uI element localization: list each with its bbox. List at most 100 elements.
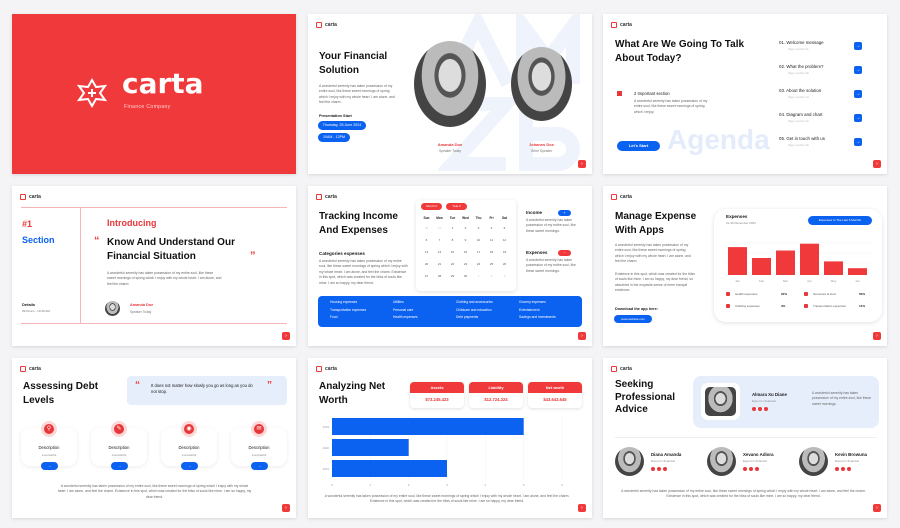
social-icon[interactable] [651,467,655,471]
slide-manage-expense[interactable]: carta Manage Expense With Apps A wonderf… [603,186,887,346]
calendar-day[interactable]: 15 [450,250,455,254]
calendar-day[interactable]: 18 [489,250,494,254]
slide-cover[interactable]: carta Finance Company [12,14,296,174]
weekday: Mon [436,215,443,220]
calendar-day[interactable]: 5 [503,226,506,230]
time-pill[interactable]: 10AM - 12PM [318,133,350,142]
social-icon[interactable] [841,467,845,471]
calendar-day[interactable]: 28 [437,274,442,278]
stat-box: Assets $73.245.423 [410,382,464,408]
calendar-day[interactable]: 14 [437,250,442,254]
calendar-day[interactable]: 10 [476,238,481,242]
calendar-day[interactable]: 2 [490,274,493,278]
calendar-day[interactable]: 29 [450,274,455,278]
social-icons[interactable] [651,467,667,471]
next-button[interactable]: › [873,160,881,168]
next-button[interactable]: › [873,332,881,340]
calendar-day[interactable]: 3 [477,226,480,230]
social-icon[interactable] [835,467,839,471]
social-icon[interactable] [752,407,756,411]
social-icon[interactable] [657,467,661,471]
calendar-day[interactable]: 8 [451,238,454,242]
category-item: Transportation expenses [330,307,367,312]
slide-title: Analyzing Net Worth [319,381,386,406]
calendar-day[interactable]: 26 [502,262,507,266]
calendar-day[interactable]: 27 [424,274,429,278]
agenda-arrow-button[interactable]: → [854,66,862,74]
slide-financial-solution[interactable]: carta Your Financial Solution A wonderfu… [308,14,592,174]
website-link[interactable]: www.website.com [614,315,652,323]
date-pill[interactable]: Thursday, 25 June 2024 [318,121,366,130]
agenda-arrow-button[interactable]: → [854,90,862,98]
month-dropdown[interactable]: Month ▾ [421,203,442,210]
card-arrow-button[interactable]: → [251,462,268,470]
calendar-day[interactable]: 11 [489,238,494,242]
slide-net-worth[interactable]: carta Analyzing Net Worth Assets $73.245.… [308,358,592,518]
social-icon[interactable] [755,467,759,471]
agenda-arrow-button[interactable]: → [854,114,862,122]
year-dropdown[interactable]: Year ▾ [446,203,467,210]
logo-text: carta [620,22,632,28]
calendar-day[interactable]: 1 [477,274,480,278]
calendar-day[interactable]: 19 [502,250,507,254]
next-button[interactable]: › [282,504,290,512]
social-icon[interactable] [758,407,762,411]
calendar-day[interactable]: 2 [464,226,467,230]
calendar-day[interactable]: 23 [463,262,468,266]
categories-title: Categories expenses [319,251,365,256]
logo-text: carta [29,366,41,372]
income-toggle[interactable]: + [558,210,571,216]
slide-introducing[interactable]: carta #1 Section Details 09:00 am - 10:3… [12,186,296,346]
x-tick-label: 0 [331,483,333,487]
card-arrow-button[interactable]: → [181,462,198,470]
calendar-day[interactable]: 20 [424,262,429,266]
calendar-day[interactable]: 24 [476,262,481,266]
social-icons[interactable] [752,407,768,411]
slide-debt-levels[interactable]: carta Assessing Debt Levels “ It does no… [12,358,296,518]
social-icon[interactable] [743,467,747,471]
social-icons[interactable] [835,467,851,471]
next-button[interactable]: › [873,504,881,512]
card-arrow-button[interactable]: → [111,462,128,470]
logo-icon [20,366,26,372]
expenses-toggle[interactable]: − [558,250,571,256]
calendar-day[interactable]: 22 [450,262,455,266]
calendar-day[interactable]: 30 [463,274,468,278]
calendar-day[interactable]: 9 [464,238,467,242]
social-icon[interactable] [749,467,753,471]
agenda-item-label: 05. Get in touch with us [779,136,825,141]
calendar-day[interactable]: 25 [489,262,494,266]
lets-start-button[interactable]: Let's Start [617,141,660,151]
calendar-day[interactable]: 7 [438,238,441,242]
calendar-day[interactable]: 3 [503,274,506,278]
next-button[interactable]: › [578,504,586,512]
calendar-day[interactable]: 4 [490,226,493,230]
next-button[interactable]: › [578,160,586,168]
calendar-day[interactable]: 13 [424,250,429,254]
slide-tracking[interactable]: carta Tracking Income And Expenses Categ… [308,186,592,346]
speaker-photo [414,41,486,127]
next-button[interactable]: › [282,332,290,340]
agenda-arrow-button[interactable]: → [854,42,862,50]
calendar-day[interactable]: 31 [437,226,442,230]
calendar-day[interactable]: 16 [463,250,468,254]
slide-agenda[interactable]: Agenda carta What Are We Going To Talk A… [603,14,887,174]
social-icon[interactable] [663,467,667,471]
description: A wonderful serenity has taken possessio… [319,84,395,105]
calendar-day[interactable]: 17 [476,250,481,254]
social-icon[interactable] [764,407,768,411]
calendar-day[interactable]: 21 [437,262,442,266]
social-icon[interactable] [847,467,851,471]
social-icons[interactable] [743,467,759,471]
calendar-day[interactable]: 12 [502,238,507,242]
slide-advice[interactable]: carta Seeking Professional Advice Almara… [603,358,887,518]
calendar-day[interactable]: 1 [451,226,454,230]
next-button[interactable]: › [578,332,586,340]
card-arrow-button[interactable]: → [41,462,58,470]
period-button[interactable]: Expenses In The Last 6 Months [808,216,872,225]
calendar-day[interactable]: 30 [424,226,429,230]
calendar-day[interactable]: 6 [425,238,428,242]
agenda-arrow-button[interactable]: → [854,138,862,146]
chat-icon: ✉ [251,421,267,437]
agenda-item-page: Page number 22 [788,119,809,123]
